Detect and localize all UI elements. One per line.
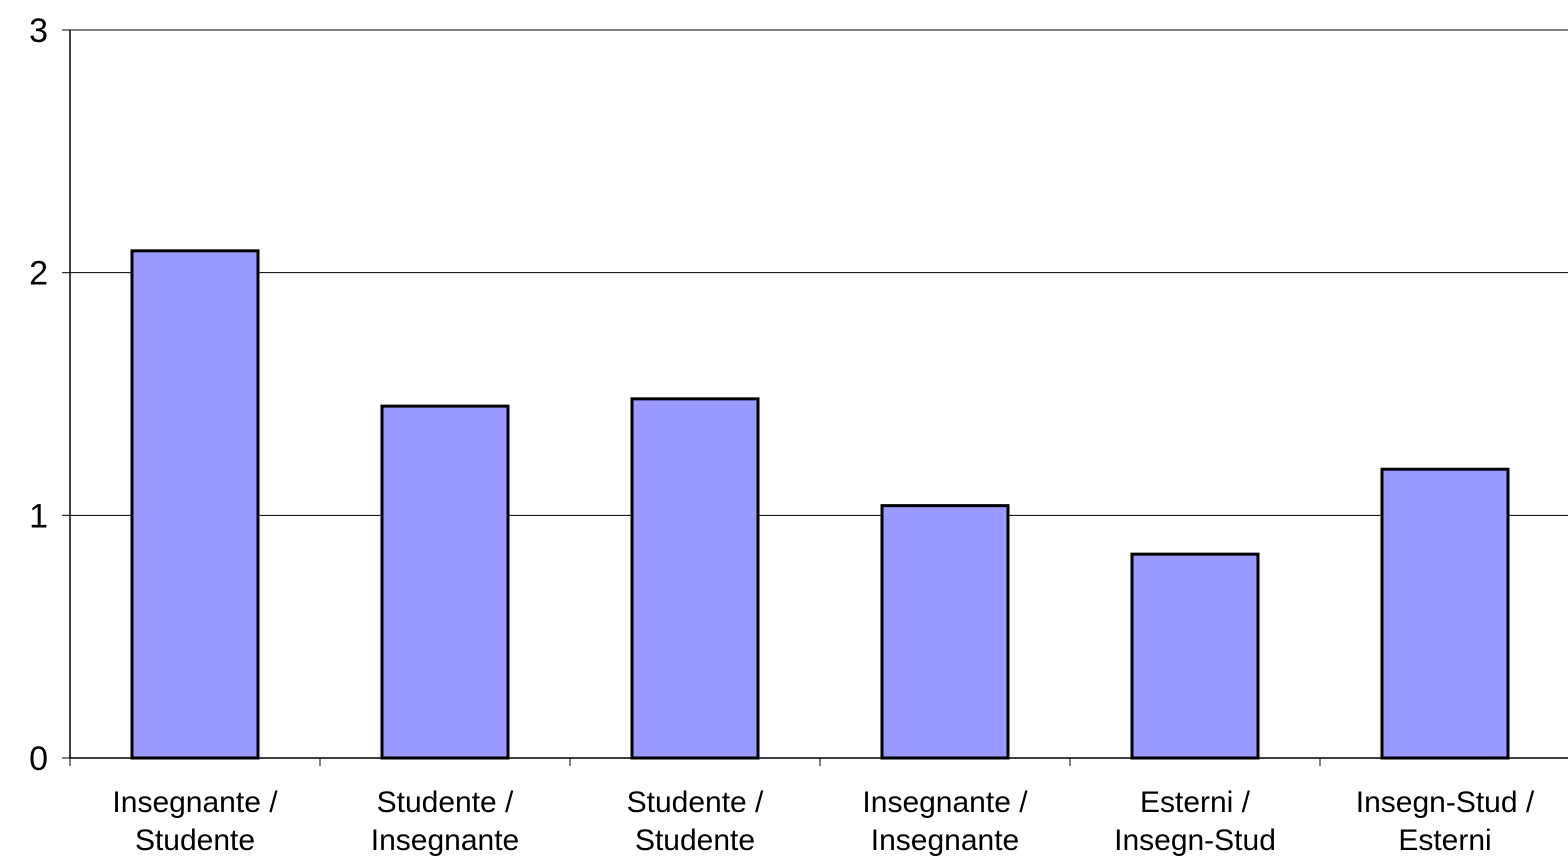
y-tick-label: 0 (29, 740, 48, 778)
bar (880, 504, 1010, 760)
bar (380, 404, 510, 760)
bar (1130, 552, 1260, 760)
y-tick-labels: 0 1 2 3 (29, 12, 48, 778)
y-tick-label: 3 (29, 12, 48, 50)
bar (630, 397, 760, 760)
bar (1380, 467, 1510, 760)
axes (62, 29, 1568, 766)
bar (130, 249, 260, 760)
x-category-label: Studente / Insegnante (371, 786, 519, 857)
x-category-label: Esterni / Insegn-Stud (1114, 786, 1276, 857)
gridlines (70, 29, 1568, 516)
x-category-labels: Insegnante / Studente Studente / Insegnante… (112, 786, 1534, 857)
y-tick-label: 1 (29, 497, 48, 535)
y-tick-label: 2 (29, 255, 48, 293)
x-category-label: Insegnante / Studente (112, 786, 278, 857)
bars (130, 249, 1510, 760)
x-category-label: Insegnante / Insegnante (862, 786, 1028, 857)
x-category-label: Studente / Studente (627, 786, 764, 857)
x-category-label: Insegn-Stud / Esterni (1356, 786, 1535, 857)
